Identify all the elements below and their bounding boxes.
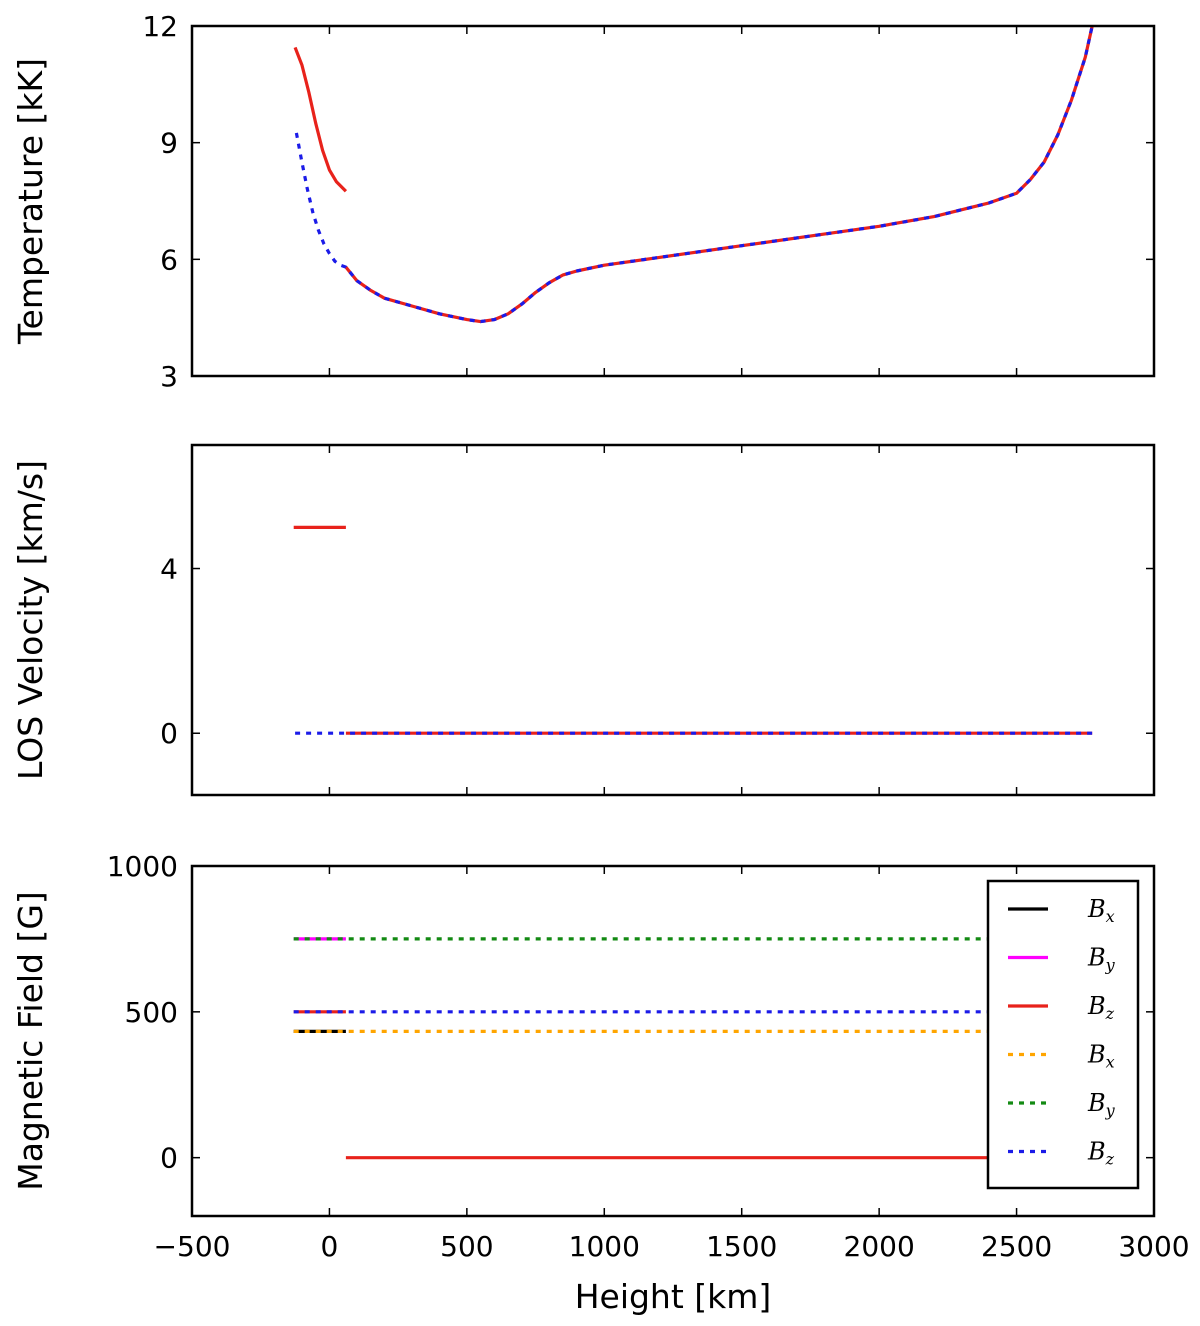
y-tick-label: 1000: [107, 850, 178, 883]
y-tick-label: 3: [160, 360, 178, 393]
y-tick-label: 500: [125, 996, 178, 1029]
series-group: [293, 525, 1093, 735]
series-line-2: [344, 26, 1094, 324]
panel-1: 3 6 9 12 Temperature [kK]: [11, 10, 1156, 393]
legend-box: [986, 879, 1140, 1190]
series-group: [293, 26, 1094, 324]
x-tick-label: −500: [154, 1230, 231, 1263]
y-tick-label: 0: [160, 717, 178, 750]
series-line-3: [294, 26, 1094, 324]
legend-label: Bx: [1087, 895, 1115, 926]
legend-label: Bz: [1087, 1138, 1115, 1169]
y-tick-label: 12: [142, 10, 178, 43]
y-axis-label: Temperature [kK]: [11, 58, 50, 345]
series-group: [293, 937, 1093, 1160]
panel-3: −500 0 500 1000 1500 2000 2500 3000 0 500 1000 Magn…: [11, 850, 1190, 1316]
axes-frame: [190, 864, 1156, 1218]
x-tick-label: 0: [321, 1230, 339, 1263]
panel-2: 0 4 LOS Velocity [km/s]: [11, 443, 1156, 797]
x-tick-label: 1000: [569, 1230, 640, 1263]
x-tick-label: 2500: [981, 1230, 1052, 1263]
y-axis-label: LOS Velocity [km/s]: [11, 460, 50, 780]
legend-label: Bz: [1087, 992, 1115, 1023]
x-tick-label: 2000: [844, 1230, 915, 1263]
legend-label: Bx: [1087, 1041, 1115, 1072]
x-axis-label: Height [km]: [575, 1277, 772, 1316]
series-line-1: [293, 46, 348, 193]
y-tick-label: 4: [160, 553, 178, 586]
axes-frame: [190, 24, 1156, 378]
axes-frame: [190, 443, 1156, 797]
y-tick-label: 6: [160, 243, 178, 276]
x-tick-label: 3000: [1118, 1230, 1189, 1263]
x-tick-label: 1500: [706, 1230, 777, 1263]
legend-label: By: [1087, 944, 1116, 975]
legend: Bx By Bz Bx By Bz: [986, 879, 1140, 1190]
x-tick-label: 500: [440, 1230, 493, 1263]
y-tick-label: 0: [160, 1142, 178, 1175]
y-axis-label: Magnetic Field [G]: [11, 891, 50, 1191]
y-tick-label: 9: [160, 127, 178, 160]
legend-label: By: [1087, 1089, 1116, 1120]
